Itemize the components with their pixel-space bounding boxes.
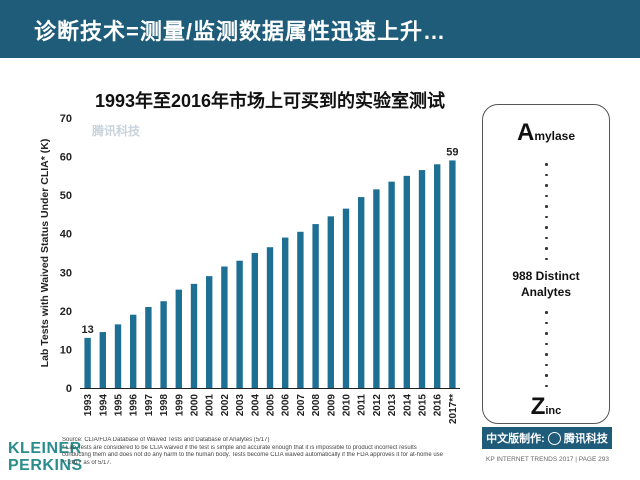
x-tick-label: 2009 (326, 394, 337, 417)
bar-chart: 0 10 20 30 40 50 60 70 Lab Tests with Waived Sta… (39, 113, 460, 424)
tencent-logo-icon (547, 431, 561, 445)
analyte-count-line2: Analytes (520, 285, 572, 299)
x-tick-label: 2017** (448, 394, 459, 424)
analytes-box: Amylase 988 Distinct Analytes Zinc (482, 104, 610, 424)
tencent-prefix: 中文版制作: (486, 433, 545, 445)
logo-line2: PERKINS (8, 457, 83, 474)
x-tick-label: 2010 (342, 394, 353, 417)
bar (434, 164, 441, 388)
tencent-credit: 中文版制作: 腾讯科技 (482, 427, 612, 449)
bar (373, 189, 380, 388)
x-tick-label: 2015 (418, 394, 429, 417)
slide-title: 诊断技术=测量/监测数据属性迅速上升… (34, 19, 446, 44)
x-tick-label: 2011 (357, 394, 368, 416)
analyte-count-line1: 988 Distinct (512, 269, 580, 283)
x-tick-label: 2012 (372, 394, 383, 417)
y-tick-label: 60 (60, 152, 72, 164)
bar (160, 301, 167, 388)
analyte-last-rest: inc (545, 405, 562, 417)
bar (418, 170, 426, 388)
bar (206, 276, 213, 388)
analyte-first-letter: A (516, 119, 535, 146)
analyte-first-rest: mylase (534, 129, 576, 143)
footnote-line: * Lab Tests are considered to be CLIA wa… (62, 444, 417, 451)
x-tick-label: 2005 (266, 394, 277, 417)
footnote-line: ** 2017 as of 5/17. (62, 459, 112, 466)
dotted-line-bottom (545, 311, 549, 395)
bar (312, 224, 319, 388)
bar (221, 266, 228, 388)
analyte-count: 988 Distinct Analytes (483, 268, 609, 300)
data-label: 13 (81, 324, 93, 336)
bar (145, 307, 152, 388)
watermark: 腾讯科技 (92, 124, 141, 138)
header-bar: 诊断技术=测量/监测数据属性迅速上升… (0, 0, 640, 58)
x-tick-label: 2008 (311, 394, 322, 417)
bar (327, 216, 334, 388)
bar (175, 289, 182, 388)
x-tick-label: 1994 (98, 394, 109, 417)
analyte-last-letter: Z (530, 393, 546, 420)
bar (358, 197, 365, 388)
y-axis: 0 10 20 30 40 50 60 70 Lab Tests with Waived Sta… (39, 113, 72, 395)
x-tick-label: 1996 (129, 394, 140, 417)
bar (342, 208, 350, 388)
x-tick-label: 2014 (402, 394, 413, 417)
x-tick-label: 2002 (220, 394, 231, 417)
bar (297, 231, 304, 388)
y-tick-label: 40 (60, 229, 72, 241)
bar (282, 237, 289, 388)
y-tick-label: 70 (60, 113, 72, 125)
x-tick-label: 1997 (144, 394, 155, 417)
bar (266, 247, 274, 388)
x-tick-label: 2001 (205, 394, 216, 417)
x-tick-label: 2013 (387, 394, 398, 417)
source-line: Source: CLIA/FDA Database of Waived Test… (62, 437, 270, 443)
kleiner-perkins-logo: KLEINER PERKINS (8, 440, 83, 474)
bar (130, 314, 137, 388)
x-tick-label: 2006 (281, 394, 292, 417)
bar (236, 260, 243, 388)
y-axis-label: Lab Tests with Waived Status Under CLIA*… (39, 139, 51, 368)
x-tick-label: 1995 (114, 394, 125, 417)
y-tick-label: 50 (60, 190, 72, 202)
bar (114, 324, 122, 388)
x-tick-label: 2000 (190, 394, 201, 417)
x-tick-label: 2003 (235, 394, 246, 417)
x-tick-label: 1998 (159, 394, 170, 417)
x-tick-label: 1993 (83, 394, 94, 417)
y-tick-label: 0 (66, 383, 72, 395)
analyte-first: Amylase (483, 119, 609, 147)
bar (99, 332, 106, 388)
x-tick-label: 1999 (174, 394, 185, 417)
page-footer: KP INTERNET TRENDS 2017 | PAGE 293 (486, 456, 609, 463)
x-tick-label: 2016 (433, 394, 444, 417)
bars (84, 160, 456, 388)
bar (449, 160, 456, 388)
bar (84, 337, 91, 388)
data-label: 59 (446, 146, 458, 158)
logo-line1: KLEINER (8, 440, 82, 457)
dotted-line-top (545, 163, 549, 268)
y-tick-label: 20 (60, 306, 72, 318)
bar (190, 283, 198, 388)
chart-title: 1993年至2016年市场上可买到的实验室测试 (94, 91, 446, 111)
tencent-brand: 腾讯科技 (563, 433, 608, 445)
analyte-last: Zinc (483, 393, 609, 421)
bar (251, 253, 258, 388)
x-axis: 1993 1994 1995 1996 1997 1998 1999 2000 2001 2002… (80, 388, 460, 424)
x-tick-label: 2004 (250, 394, 261, 417)
y-tick-label: 30 (60, 267, 72, 279)
y-tick-label: 10 (60, 344, 72, 356)
bar (388, 181, 395, 388)
bar (403, 175, 410, 388)
x-tick-label: 2007 (296, 394, 307, 417)
source-notes: Source: CLIA/FDA Database of Waived Test… (62, 437, 482, 467)
footnote-line: conducting them and does not do any harm… (62, 452, 443, 458)
data-labels: 13 59 (81, 146, 458, 335)
